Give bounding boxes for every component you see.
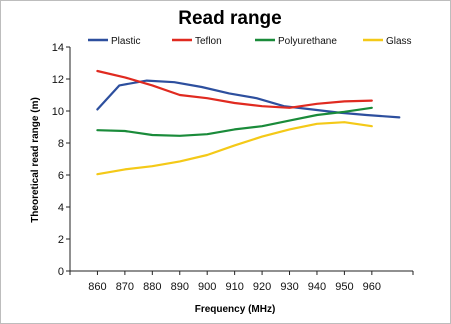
y-axis-title: Theoretical read range (m) <box>30 97 41 223</box>
x-tick-label: 920 <box>253 281 271 293</box>
legend-label-plastic: Plastic <box>111 36 140 47</box>
series-line-polyurethane <box>96 106 373 137</box>
series-line-teflon <box>96 69 373 109</box>
x-tick-label: 950 <box>335 281 353 293</box>
x-tick-label: 900 <box>198 281 216 293</box>
x-tick-label: 890 <box>171 281 189 293</box>
x-tick-label: 880 <box>143 281 161 293</box>
y-tick-label: 14 <box>52 42 64 54</box>
y-tick-label: 0 <box>58 266 64 278</box>
legend: Plastic Teflon Polyurethane Glass <box>88 36 412 47</box>
y-tick-label: 4 <box>58 202 64 214</box>
x-tick-label: 910 <box>225 281 243 293</box>
series-lines <box>96 69 401 176</box>
legend-label-teflon: Teflon <box>195 36 222 47</box>
x-tick-label: 960 <box>363 281 381 293</box>
legend-label-polyurethane: Polyurethane <box>278 36 337 47</box>
y-tick-label: 6 <box>58 170 64 182</box>
series-line-plastic <box>96 79 401 119</box>
y-tick-label: 8 <box>58 138 64 150</box>
x-axis-title: Frequency (MHz) <box>195 304 276 315</box>
y-tick-label: 10 <box>52 106 64 118</box>
y-tick-label: 2 <box>58 234 64 246</box>
y-axis: 0 2 4 6 8 10 12 14 <box>52 42 71 278</box>
chart-title: Read range <box>178 8 281 29</box>
y-tick-label: 12 <box>52 74 64 86</box>
x-tick-label: 930 <box>280 281 298 293</box>
series-line-glass <box>96 121 373 176</box>
x-tick-label: 870 <box>116 281 134 293</box>
legend-label-glass: Glass <box>386 36 412 47</box>
x-axis: 860 870 880 890 900 910 920 930 940 950 960 <box>69 270 414 293</box>
x-tick-label: 860 <box>88 281 106 293</box>
x-tick-label: 940 <box>308 281 326 293</box>
